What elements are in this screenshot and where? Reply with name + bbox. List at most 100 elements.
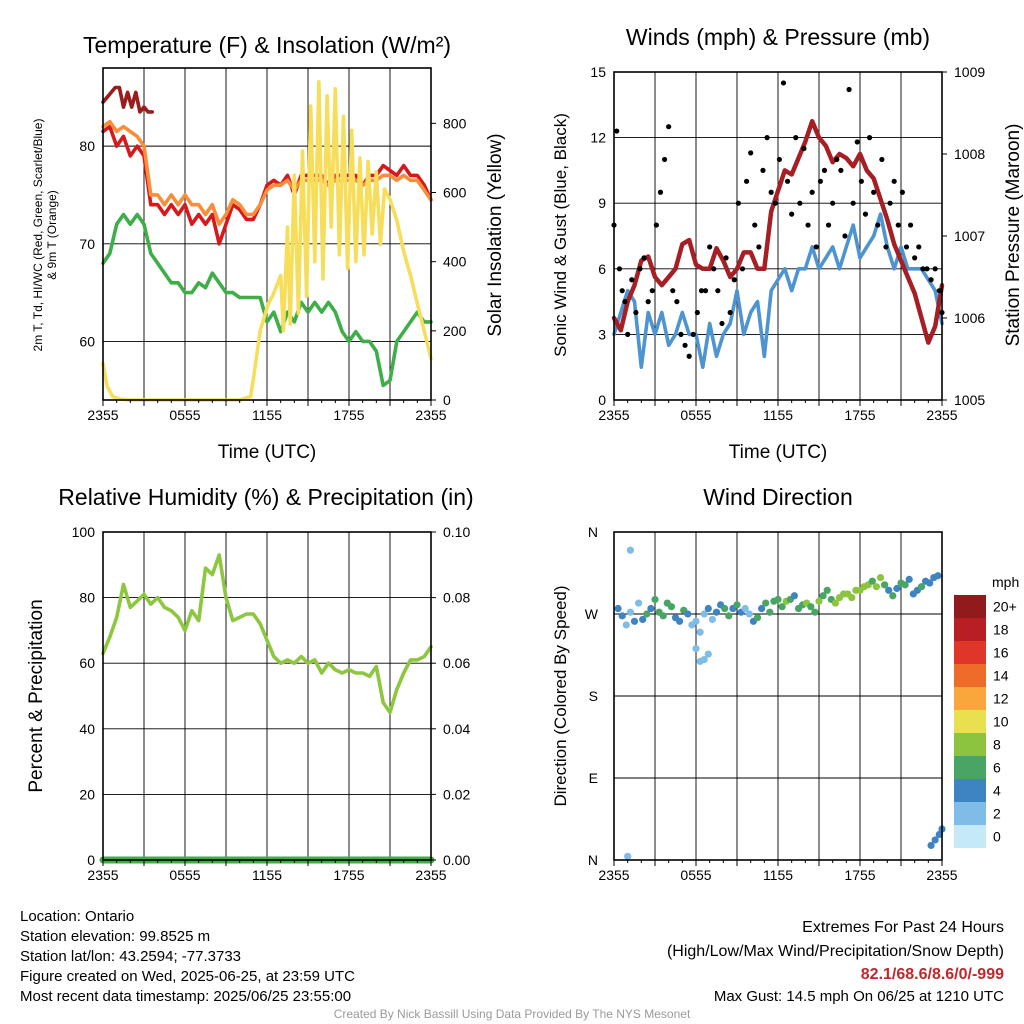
winds-wind_gust-point bbox=[772, 200, 778, 206]
legend-label: 18 bbox=[993, 622, 1009, 638]
direction-point bbox=[934, 572, 942, 580]
humidity-ytick-label-left: 40 bbox=[79, 721, 95, 737]
humidity-ytick-label-left: 0 bbox=[87, 852, 95, 868]
direction-point bbox=[819, 592, 827, 600]
winds-wind_gust-point bbox=[719, 320, 725, 327]
direction-point bbox=[635, 599, 643, 607]
winds-wind_gust-point bbox=[780, 80, 787, 86]
winds-wind_gust-point bbox=[895, 222, 901, 228]
legend-swatch bbox=[954, 710, 986, 733]
winds-wind_gust-point bbox=[723, 255, 729, 261]
winds-wind_gust-point bbox=[641, 255, 647, 261]
legend-swatch bbox=[954, 595, 986, 618]
humidity-ytick-label-right: 0.06 bbox=[443, 655, 470, 671]
direction-point bbox=[700, 610, 708, 618]
temperature-ytick-label-left: 80 bbox=[79, 138, 95, 154]
winds-wind_gust-point bbox=[825, 222, 832, 228]
direction-point bbox=[651, 595, 659, 604]
winds-wind_gust-point bbox=[625, 331, 631, 337]
direction-point bbox=[811, 608, 819, 616]
winds-wind_gust-point bbox=[797, 200, 803, 206]
winds-wind_gust-point bbox=[858, 178, 864, 184]
winds-wind_gust-point bbox=[871, 189, 877, 195]
winds-wind_gust-point bbox=[735, 200, 741, 206]
temperature-heat_index-line bbox=[101, 85, 154, 114]
direction-ytick-label: W bbox=[585, 606, 599, 622]
winds-wind_gust-point bbox=[850, 200, 856, 206]
winds-wind_gust-point bbox=[805, 222, 811, 228]
winds-ylabel-left: Sonic Wind & Gust (Blue, Black) bbox=[551, 113, 570, 357]
winds-wind_gust-point bbox=[899, 189, 905, 195]
direction-point bbox=[741, 604, 749, 613]
temperature-ylabel-left-1: 2m T, Td, HI/WC (Red, Green, Scarlet/Blu… bbox=[31, 119, 45, 352]
winds-wind_gust-point bbox=[731, 277, 737, 283]
humidity-xtick-label: 0555 bbox=[169, 867, 200, 883]
direction-point bbox=[624, 852, 632, 860]
direction-point bbox=[745, 610, 753, 618]
winds-wind_gust-point bbox=[936, 288, 942, 294]
footer-created: Figure created on Wed, 2025-06-25, at 23… bbox=[20, 968, 355, 985]
direction-ytick-label: N bbox=[588, 524, 598, 540]
winds-wind_gust-point bbox=[813, 244, 819, 250]
legend-swatch bbox=[954, 756, 986, 779]
winds-wind_gust-point bbox=[698, 288, 705, 294]
direction-point bbox=[766, 608, 774, 616]
temperature-ytick-label-right: 0 bbox=[443, 392, 451, 408]
temperature-title: Temperature (F) & Insolation (W/m²) bbox=[83, 32, 451, 58]
temperature-xtick-label: 2355 bbox=[87, 407, 118, 423]
direction-point bbox=[630, 617, 639, 625]
direction-title: Wind Direction bbox=[703, 484, 853, 510]
winds-wind_gust-point bbox=[776, 156, 782, 163]
winds-wind_gust-point bbox=[932, 266, 938, 272]
winds-ytick-label-left: 0 bbox=[598, 392, 606, 408]
humidity-ytick-label-right: 0.00 bbox=[443, 852, 470, 868]
direction-point bbox=[917, 583, 926, 591]
direction-point bbox=[614, 604, 622, 613]
direction-point bbox=[708, 615, 717, 624]
legend-label: 8 bbox=[993, 737, 1001, 753]
direction-point bbox=[618, 612, 626, 620]
winds-ytick-label-right: 1006 bbox=[954, 310, 985, 326]
humidity-ytick-label-left: 80 bbox=[79, 590, 95, 606]
humidity-ylabel-left: Percent & Precipitation bbox=[26, 599, 47, 792]
direction-point bbox=[790, 592, 799, 600]
credit-line: Created By Nick Bassill Using Data Provi… bbox=[333, 1007, 691, 1021]
winds-wind_gust-point bbox=[764, 135, 770, 141]
winds-wind_gust-point bbox=[686, 353, 692, 359]
direction-point bbox=[872, 583, 881, 591]
winds-wind_gust-point bbox=[629, 277, 635, 283]
winds-wind_gust-point bbox=[682, 342, 688, 348]
winds-wind_gust-point bbox=[875, 222, 881, 228]
direction-xtick-label: 1755 bbox=[844, 867, 875, 883]
direction-point bbox=[626, 546, 635, 554]
winds-wind_gust-point bbox=[846, 86, 852, 93]
winds-xtick-label: 2355 bbox=[598, 407, 629, 423]
legend-swatch bbox=[954, 825, 986, 848]
direction-point bbox=[758, 604, 766, 613]
winds-wind_gust-point bbox=[924, 266, 930, 272]
winds-wind_gust-point bbox=[657, 189, 664, 195]
winds-wind_gust-point bbox=[842, 233, 848, 239]
direction-point bbox=[626, 608, 635, 616]
humidity-ytick-label-right: 0.10 bbox=[443, 524, 470, 540]
legend-label: 10 bbox=[993, 714, 1009, 730]
winds-wind_gust-point bbox=[637, 266, 643, 272]
legend-label: 16 bbox=[993, 645, 1009, 661]
footer-location: Location: Ontario bbox=[20, 908, 135, 925]
direction-ytick-label: S bbox=[589, 688, 598, 704]
direction-legend-title: mph bbox=[992, 574, 1019, 590]
legend-label: 2 bbox=[993, 806, 1001, 822]
winds-wind_gust-point bbox=[784, 178, 791, 184]
winds-ytick-label-left: 6 bbox=[598, 261, 606, 277]
winds-ytick-label-left: 15 bbox=[590, 64, 606, 80]
winds-wind_gust-point bbox=[678, 331, 684, 337]
humidity-title: Relative Humidity (%) & Precipitation (i… bbox=[58, 484, 473, 510]
legend-label: 20+ bbox=[993, 599, 1017, 615]
direction-point bbox=[712, 608, 721, 616]
direction-point bbox=[848, 594, 856, 602]
direction-point bbox=[700, 655, 708, 664]
winds-wind_gust-point bbox=[653, 222, 659, 228]
temperature-ylabel-right: Solar Insolation (Yellow) bbox=[485, 133, 506, 336]
winds-wind_gust-point bbox=[928, 277, 934, 283]
direction-point bbox=[704, 604, 712, 613]
